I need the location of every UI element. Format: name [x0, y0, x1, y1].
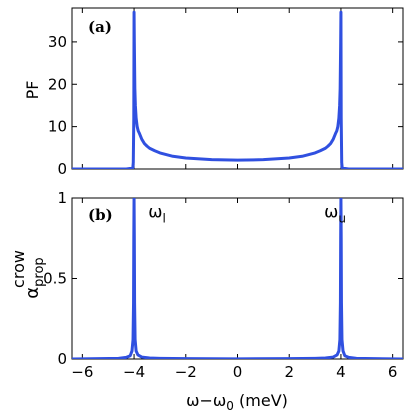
- panel-b-ylabel-sup: crow: [9, 250, 28, 288]
- x-tick-label: −4: [123, 363, 145, 381]
- annotation-sub: l: [163, 211, 166, 225]
- y-tick-label: 10: [48, 118, 67, 136]
- panel-a-ticks: [72, 8, 403, 170]
- annotation-omega-l: ωl: [148, 202, 166, 225]
- panel-b-ylabel-main: α: [22, 287, 43, 299]
- x-tick-label: 2: [284, 363, 294, 381]
- panel-b-xlabel-sub: 0: [226, 399, 234, 413]
- x-tick-label: −2: [175, 363, 197, 381]
- panel-b-frame: [71, 197, 404, 360]
- y-tick-label: 30: [48, 33, 67, 51]
- svg-text:αprop: αprop: [22, 257, 47, 298]
- x-tick-label: 6: [388, 363, 398, 381]
- panel-a-tick-labels: 0 10 20 30: [48, 33, 67, 178]
- panel-b-tick-labels: −6 −4 −2 0 2 4 6 0 0.5 1: [43, 189, 397, 381]
- panel-b-xlabel-unit: (meV): [234, 391, 288, 410]
- annotation-main: ω: [324, 202, 338, 222]
- panel-b-xlabel: ω−ω0 (meV): [186, 391, 288, 413]
- panel-b-annotations: ωl ωu: [148, 202, 346, 225]
- x-tick-label: −6: [71, 363, 93, 381]
- y-tick-label: 0.5: [43, 270, 67, 288]
- annotation-main: ω: [148, 202, 162, 222]
- panel-a-tag: (a): [88, 18, 112, 36]
- annotation-sub: u: [338, 211, 346, 225]
- y-tick-label: 1: [57, 189, 67, 207]
- x-tick-label: 0: [233, 363, 243, 381]
- panel-b-ylabel-sub: prop: [32, 257, 47, 287]
- panel-b-series-line: [72, 198, 403, 359]
- y-tick-label: 0: [57, 350, 67, 368]
- y-tick-label: 20: [48, 75, 67, 93]
- panel-b-tag: (b): [88, 206, 113, 224]
- panel-a: 0 10 20 30 (a) PF: [23, 7, 404, 178]
- panel-b-xlabel-main: ω−ω: [186, 391, 226, 410]
- annotation-omega-u: ωu: [324, 202, 346, 225]
- x-tick-label: 4: [336, 363, 346, 381]
- panel-b: −6 −4 −2 0 2 4 600.51 (b) ωl ωu αprop crow ω−ω0…: [9, 189, 404, 413]
- panel-a-frame: [71, 7, 404, 170]
- panel-a-series-line: [72, 10, 403, 169]
- y-tick-label: 0: [57, 160, 67, 178]
- panel-b-ylabel: αprop crow: [9, 250, 47, 299]
- panel-a-ylabel: PF: [23, 81, 42, 100]
- panel-b-ticks: [72, 197, 403, 360]
